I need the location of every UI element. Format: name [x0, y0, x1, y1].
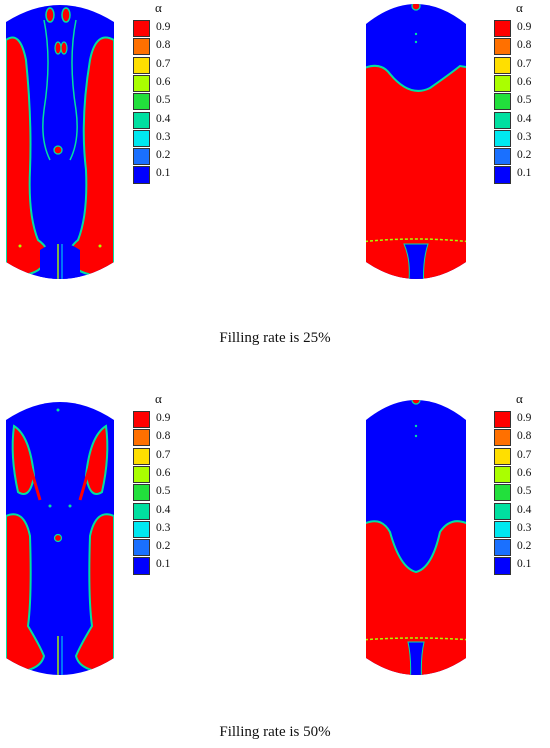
legend-swatch — [494, 74, 511, 93]
legend-label: 0.8 — [156, 430, 171, 443]
legend-label: 0.2 — [517, 540, 532, 553]
legend-swatch — [133, 20, 150, 38]
legend-label: 0.2 — [156, 540, 171, 553]
legend-label: 0.3 — [517, 521, 532, 534]
legend-label: 0.5 — [156, 485, 171, 498]
legend-swatch — [133, 502, 150, 520]
legend-label: 0.6 — [156, 466, 171, 479]
legend-label: 0.2 — [156, 149, 171, 162]
legend-label: 0.1 — [156, 167, 171, 180]
legend-swatch — [494, 520, 511, 538]
legend-swatch — [494, 411, 511, 429]
legend-swatch — [494, 557, 511, 575]
legend-swatch — [133, 56, 150, 74]
legend-swatch — [494, 539, 511, 557]
legend-label: 0.7 — [156, 57, 171, 70]
legend-label: 0.6 — [156, 75, 171, 88]
legend-label: 0.9 — [156, 412, 171, 424]
legend-swatch — [494, 502, 511, 520]
legend-swatch — [133, 93, 150, 111]
legend-label: 0.7 — [517, 448, 532, 461]
legend-label: 0.3 — [517, 130, 532, 143]
legend-swatch — [133, 148, 150, 166]
legend-label: 0.3 — [156, 521, 171, 534]
contour-plot-top-left — [6, 5, 114, 279]
legend-swatch — [133, 74, 150, 93]
legend-title: α — [155, 0, 162, 15]
legend-label: 0.8 — [156, 39, 171, 52]
legend-label: 0.1 — [517, 167, 532, 180]
legend-swatch — [494, 129, 511, 147]
legend-label: 0.7 — [156, 448, 171, 461]
legend-swatch — [494, 148, 511, 166]
legend-swatch — [494, 20, 511, 38]
legend-swatch — [133, 447, 150, 465]
legend-label: 0.9 — [517, 412, 532, 424]
legend-label: 0.1 — [517, 558, 532, 571]
legend-label: 0.4 — [517, 112, 532, 125]
legend-label: 0.1 — [156, 558, 171, 571]
legend-label: 0.8 — [517, 39, 532, 52]
legend-label: 0.5 — [156, 94, 171, 107]
legend-swatch — [494, 56, 511, 74]
legend-swatch — [494, 429, 511, 447]
caption-filling-rate-25: Filling rate is 25% — [219, 330, 331, 346]
legend-swatch — [133, 411, 150, 429]
legend-swatch — [133, 166, 150, 184]
legend-swatch — [133, 484, 150, 502]
legend-swatch — [133, 429, 150, 447]
contour-plot-bottom-right — [366, 400, 466, 675]
legend-swatch — [133, 129, 150, 147]
legend-swatch — [133, 38, 150, 56]
legend-swatch — [494, 38, 511, 56]
legend-swatch — [494, 447, 511, 465]
legend-label: 0.5 — [517, 485, 532, 498]
legend-label: 0.3 — [156, 130, 171, 143]
legend-swatch — [494, 484, 511, 502]
legend-swatch — [494, 465, 511, 484]
legend-swatch — [133, 539, 150, 557]
legend-label: 0.6 — [517, 75, 532, 88]
contour-plot-top-right — [366, 4, 466, 279]
caption-filling-rate-50: Filling rate is 50% — [219, 724, 331, 740]
legend-swatch — [494, 93, 511, 111]
legend-label: 0.5 — [517, 94, 532, 107]
legend-label: 0.8 — [517, 430, 532, 443]
legend-swatch — [494, 166, 511, 184]
legend-swatch — [133, 465, 150, 484]
legend-label: 0.9 — [517, 21, 532, 33]
legend-label: 0.4 — [517, 503, 532, 516]
legend-title: α — [516, 0, 523, 15]
legend-title: α — [516, 391, 523, 406]
legend-label: 0.4 — [156, 503, 171, 516]
legend-swatch — [133, 111, 150, 129]
contour-plot-bottom-left — [6, 402, 114, 675]
legend-label: 0.7 — [517, 57, 532, 70]
legend-label: 0.6 — [517, 466, 532, 479]
legend-swatch — [494, 111, 511, 129]
legend-label: 0.9 — [156, 21, 171, 33]
legend-label: 0.2 — [517, 149, 532, 162]
legend-title: α — [155, 391, 162, 406]
legend-label: 0.4 — [156, 112, 171, 125]
legend-swatch — [133, 520, 150, 538]
legend-swatch — [133, 557, 150, 575]
